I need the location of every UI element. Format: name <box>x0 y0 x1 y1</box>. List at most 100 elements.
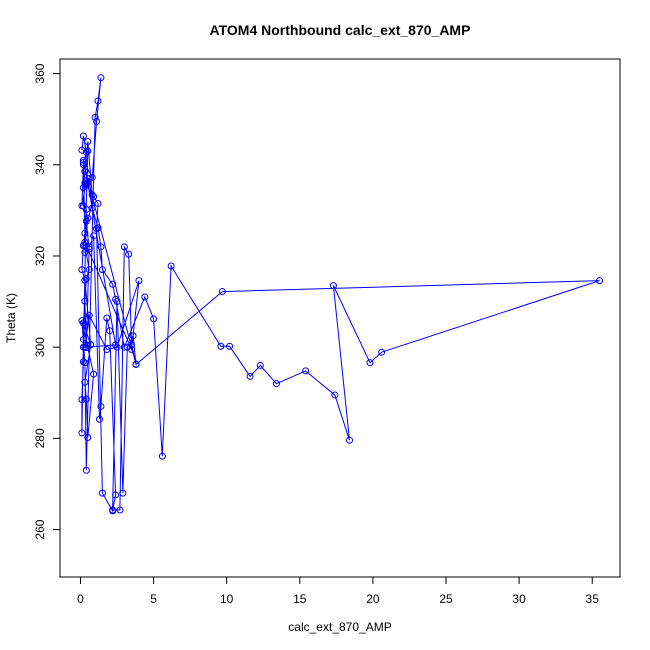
data-point <box>85 266 93 274</box>
data-point <box>90 232 98 240</box>
data-point <box>109 507 117 515</box>
data-point <box>90 370 98 378</box>
data-point <box>82 205 90 213</box>
data-point <box>256 361 264 369</box>
x-tick-label: 10 <box>220 592 234 606</box>
data-point <box>78 266 86 274</box>
data-point <box>84 147 92 155</box>
data-series <box>78 74 604 515</box>
data-point <box>366 359 374 367</box>
data-point <box>94 97 102 105</box>
data-point <box>97 402 105 410</box>
data-point <box>78 317 86 325</box>
data-point <box>82 217 90 225</box>
data-point <box>88 174 96 182</box>
data-point <box>93 117 101 125</box>
x-tick-label: 5 <box>150 592 157 606</box>
data-point <box>81 238 89 246</box>
data-point <box>135 277 143 285</box>
data-point <box>85 311 93 319</box>
data-point <box>81 168 89 176</box>
data-point <box>79 335 87 343</box>
y-axis: 260 280 300 320 340 360 <box>33 63 61 540</box>
data-point <box>79 184 87 192</box>
data-point <box>378 348 386 356</box>
data-point <box>78 429 86 437</box>
chart-title: ATOM4 Northbound calc_ext_870_AMP <box>210 22 471 38</box>
y-tick-label: 280 <box>33 428 47 448</box>
data-point <box>91 113 99 121</box>
y-tick-label: 260 <box>33 519 47 539</box>
data-point <box>79 358 87 366</box>
data-point <box>79 161 87 169</box>
data-point <box>246 372 254 380</box>
data-point <box>97 243 105 251</box>
data-point <box>81 359 89 367</box>
data-point <box>82 466 90 474</box>
x-tick-label: 15 <box>293 592 307 606</box>
y-tick-label: 360 <box>33 63 47 83</box>
data-point <box>78 202 86 210</box>
data-point <box>329 282 337 290</box>
data-point <box>95 415 103 423</box>
x-tick-label: 30 <box>512 592 526 606</box>
data-point <box>79 343 87 351</box>
data-point <box>98 266 106 274</box>
data-point <box>81 378 89 386</box>
data-point <box>113 343 121 351</box>
data-point <box>93 225 101 233</box>
data-point <box>112 491 120 499</box>
x-axis-label: calc_ext_870_AMP <box>288 620 391 634</box>
data-point <box>112 295 120 303</box>
data-point <box>81 229 89 237</box>
data-point <box>132 361 140 369</box>
data-point <box>150 315 158 323</box>
data-point <box>103 345 111 353</box>
data-point <box>119 489 127 497</box>
data-point <box>129 332 137 340</box>
data-point <box>84 214 92 222</box>
data-point <box>81 297 89 305</box>
y-tick-label: 300 <box>33 337 47 357</box>
data-point <box>218 288 226 296</box>
data-point <box>302 367 310 375</box>
data-point <box>226 342 234 350</box>
data-point <box>109 280 117 288</box>
data-point <box>79 132 87 140</box>
y-tick-label: 340 <box>33 154 47 174</box>
data-point <box>167 262 175 270</box>
data-point <box>88 191 96 199</box>
data-point <box>346 436 354 444</box>
data-point <box>103 314 111 322</box>
data-point <box>84 179 92 187</box>
data-point <box>97 74 105 82</box>
data-point <box>106 327 114 335</box>
data-point <box>84 433 92 441</box>
data-point <box>85 245 93 253</box>
data-point <box>82 148 90 156</box>
data-point <box>120 243 128 251</box>
data-point <box>90 193 98 201</box>
x-tick-label: 20 <box>366 592 380 606</box>
data-point <box>217 342 225 350</box>
y-axis-label: Theta (K) <box>4 293 18 343</box>
data-point <box>596 277 604 285</box>
x-tick-label: 35 <box>586 592 600 606</box>
data-point <box>82 275 90 283</box>
data-point <box>85 243 93 251</box>
data-point <box>331 391 339 399</box>
data-point <box>94 224 102 232</box>
data-point <box>79 156 87 164</box>
data-point <box>98 489 106 497</box>
data-point <box>272 380 280 388</box>
x-tick-label: 25 <box>439 592 453 606</box>
data-point <box>78 396 86 404</box>
x-axis: 0 5 10 15 20 25 30 35 <box>77 576 600 606</box>
series-line <box>81 77 600 513</box>
data-point <box>94 200 102 208</box>
data-point <box>158 452 166 460</box>
data-point <box>84 138 92 146</box>
y-tick-label: 320 <box>33 246 47 266</box>
data-point <box>82 395 90 403</box>
